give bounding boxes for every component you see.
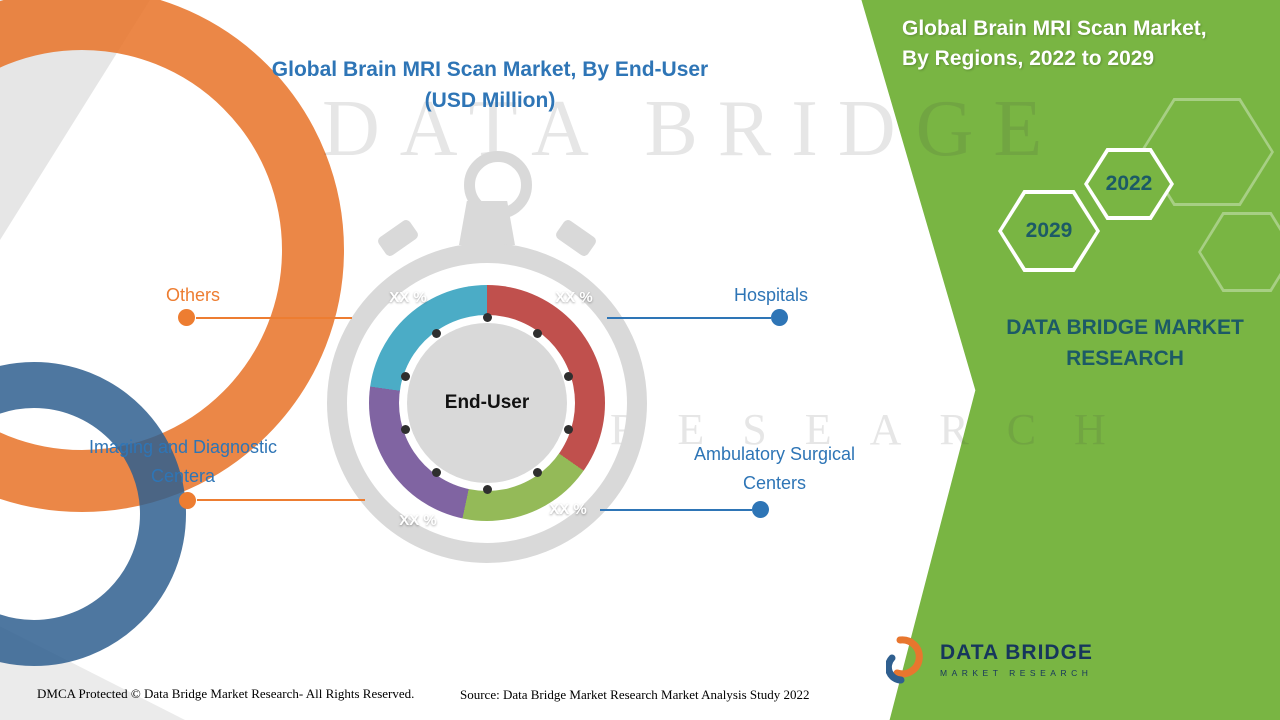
chart-title: Global Brain MRI Scan Market, By End-Use… (240, 54, 740, 116)
legend-dot-hospitals (771, 309, 788, 326)
donut-chart: End-User XX % XX % XX % XX % (327, 151, 647, 563)
hexagon-2022-label: 2022 (1088, 152, 1170, 216)
source-note: Source: Data Bridge Market Research Mark… (460, 687, 810, 702)
dial-dot (482, 312, 492, 322)
dial-dot (482, 484, 492, 494)
panel-brand-text: DATA BRIDGE MARKET RESEARCH (1006, 316, 1244, 370)
legend-dot-imaging (179, 492, 196, 509)
footer-logo: DATA BRIDGE MARKET RESEARCH (886, 634, 1093, 684)
legend-line-imaging (197, 499, 365, 501)
segment-value-ambulatory: XX % (549, 501, 587, 518)
footer-logo-name: DATA BRIDGE (940, 640, 1093, 664)
stopwatch-crown-icon (459, 201, 515, 245)
panel-heading: Global Brain MRI Scan Market, By Regions… (902, 14, 1207, 74)
hexagon-2022: 2022 (1084, 148, 1174, 220)
dial-dot (533, 468, 543, 478)
dial-dot (431, 468, 441, 478)
legend-line-hospitals (607, 317, 771, 319)
dial-dot (533, 328, 543, 338)
legend-label-imaging: Imaging and Diagnostic Centera (88, 437, 278, 486)
panel-heading-line2: By Regions, 2022 to 2029 (902, 47, 1155, 70)
donut-center-label: End-User (444, 392, 530, 413)
dial-dot (564, 425, 574, 435)
legend-line-others (196, 317, 352, 319)
legend-label-ambulatory: Ambulatory Surgical Centers (693, 444, 856, 493)
donut-center-disc: End-User (407, 323, 567, 483)
panel-heading-line1: Global Brain MRI Scan Market, (902, 17, 1207, 40)
watermark-text-secondary: RESEARCH (610, 405, 1144, 454)
dial-dot (400, 371, 410, 381)
legend-label-others: Others (165, 285, 221, 305)
footer-logo-text: DATA BRIDGE MARKET RESEARCH (940, 641, 1093, 678)
dial-dot (564, 371, 574, 381)
segment-value-imaging: XX % (399, 512, 437, 529)
watermark-text-primary: DATA BRIDGE (322, 85, 1063, 173)
dmca-notice: DMCA Protected © Data Bridge Market Rese… (37, 686, 415, 701)
dial-dots (327, 243, 647, 563)
legend-dot-ambulatory (752, 501, 769, 518)
chart-title-line1: Global Brain MRI Scan Market, By End-Use… (271, 58, 709, 81)
segment-value-others: XX % (389, 289, 427, 306)
segment-value-hospitals: XX % (555, 289, 593, 306)
legend-line-ambulatory (600, 509, 752, 511)
dial-dot (431, 328, 441, 338)
data-bridge-logo-icon (886, 636, 923, 684)
legend-label-hospitals: Hospitals (733, 285, 809, 305)
footer-logo-subtext: MARKET RESEARCH (940, 667, 1093, 678)
hexagon-2029-label: 2029 (1002, 194, 1096, 268)
chart-title-line2: (USD Million) (424, 89, 556, 112)
dial-dot (400, 425, 410, 435)
legend-dot-others (178, 309, 195, 326)
